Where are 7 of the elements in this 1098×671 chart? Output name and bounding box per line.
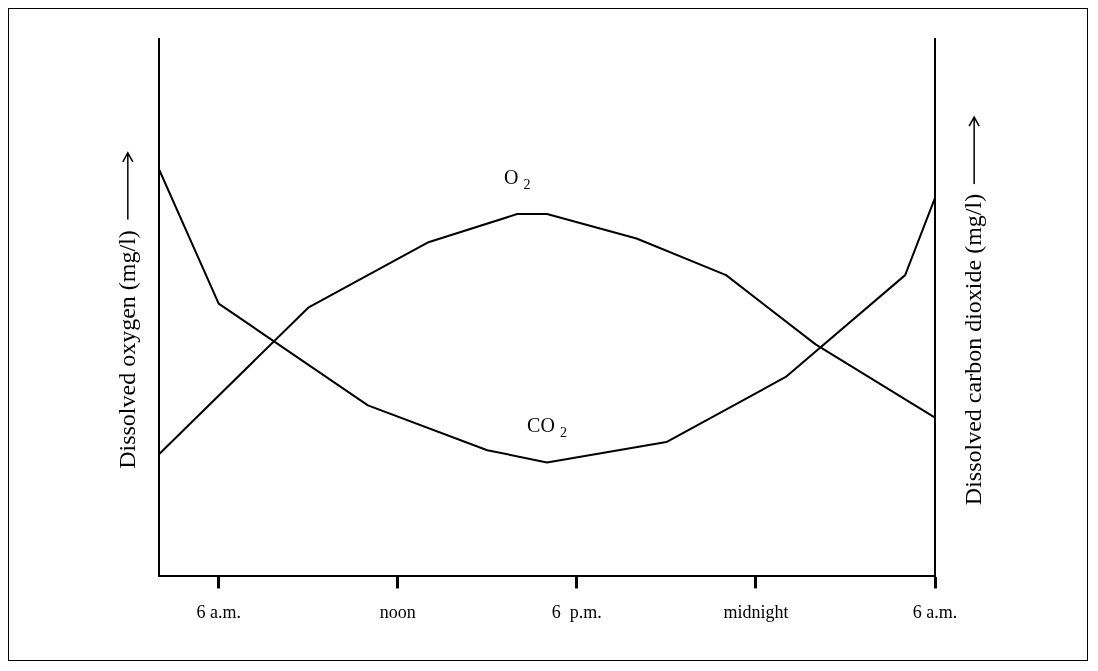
x-tick-label: 6 a.m. — [912, 601, 958, 622]
y-axis-title: Dissolved oxygen (mg/l) — [113, 230, 141, 469]
x-tick-label: 6 a.m. — [196, 601, 241, 622]
y2-axis-title: Dissolved carbon dioxide (mg/l) — [960, 193, 988, 506]
x-tick-label: midnight — [723, 601, 789, 622]
x-tick-label: 6 p.m. — [551, 601, 602, 622]
x-tick-label: noon — [379, 601, 416, 622]
